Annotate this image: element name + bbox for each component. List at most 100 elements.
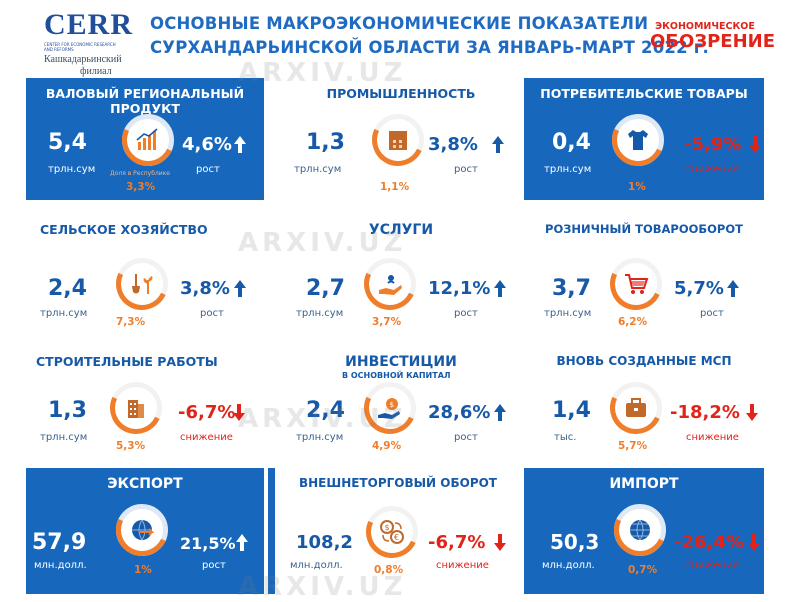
card-title: СЕЛЬСКОЕ ХОЗЯЙСТВО	[40, 222, 208, 237]
icon-ring	[602, 374, 670, 442]
icon-ring	[114, 106, 182, 174]
card-title: ВНОВЬ СОЗДАННЫЕ МСП	[556, 354, 732, 368]
card-share: 1%	[134, 564, 152, 576]
card-pct-label: снижение	[686, 560, 739, 571]
card-share: 0,8%	[374, 564, 404, 576]
globe-arrow-icon	[132, 519, 155, 541]
card-unit: млн.долл.	[290, 560, 343, 571]
card-unit: млн.долл.	[34, 560, 87, 571]
card-pct-label: рост	[454, 308, 478, 319]
card-value: 2,7	[306, 276, 345, 301]
card-pct-label: снижение	[180, 432, 233, 443]
card-value: 1,3	[306, 130, 345, 155]
card-value: 2,4	[48, 276, 87, 301]
card-value: 0,4	[552, 130, 591, 155]
icon-ring	[108, 250, 176, 318]
arrow-stem	[498, 534, 502, 543]
card-share: 3,7%	[372, 316, 402, 328]
card-unit: трлн.сум	[40, 432, 88, 443]
arrow-stem	[498, 412, 502, 421]
arrow-stem	[498, 288, 502, 297]
svg-text:€: €	[394, 533, 399, 542]
building-icon	[128, 400, 144, 418]
arrow-up-icon	[492, 136, 504, 144]
card-investment: ИНВЕСТИЦИИ В ОСНОВНОЙ КАПИТАЛ 2,4 трлн.с…	[288, 346, 514, 458]
card-pct: 12,1%	[428, 278, 491, 299]
briefcase-icon	[626, 398, 646, 417]
icon-ring	[604, 106, 672, 174]
card-pct: -6,7%	[178, 402, 236, 423]
card-agri: СЕЛЬСКОЕ ХОЗЯЙСТВО 2,4 трлн.сум 7,3% 3,8…	[26, 214, 264, 332]
card-title: ВАЛОВЫЙ РЕГИОНАЛЬНЫЙ ПРОДУКТ	[45, 86, 245, 116]
arrow-up-icon	[494, 404, 506, 412]
factory-icon	[389, 131, 407, 150]
card-pct: -5,9%	[684, 134, 742, 155]
card-consumer: ПОТРЕБИТЕЛЬСКИЕ ТОВАРЫ 0,4 трлн.сум 1% -…	[524, 78, 764, 200]
card-share: 6,2%	[618, 316, 648, 328]
icon-ring	[108, 496, 176, 564]
icon-ring	[364, 106, 432, 174]
arrow-stem	[753, 136, 757, 145]
card-value: 57,9	[32, 530, 87, 555]
card-value: 108,2	[296, 532, 353, 553]
card-unit: трлн.сум	[48, 164, 96, 175]
arrow-stem	[750, 404, 754, 413]
card-title: ВНЕШНЕТОРГОВЫЙ ОБОРОТ	[298, 476, 497, 490]
card-export: ЭКСПОРТ 57,9 млн.долл. 1% 21,5% рост	[26, 468, 264, 594]
card-pct-label: рост	[202, 560, 226, 571]
card-unit: трлн.сум	[296, 308, 344, 319]
card-share: 1,1%	[380, 181, 410, 193]
arrow-up-icon	[236, 534, 248, 542]
card-share: 0,7%	[628, 564, 658, 576]
card-value: 1,3	[48, 398, 87, 423]
arrow-down-icon	[494, 543, 506, 551]
card-pct: -26,4%	[674, 532, 744, 553]
logo-branch-line2: филиал	[80, 66, 112, 77]
card-pct: 3,8%	[428, 134, 478, 155]
card-pct: -6,7%	[428, 532, 486, 553]
arrow-stem	[238, 288, 242, 297]
card-share: 1%	[628, 181, 646, 193]
card-pct-label: рост	[200, 308, 224, 319]
header-line1: ОСНОВНЫЕ МАКРОЭКОНОМИЧЕСКИЕ ПОКАЗАТЕЛИ	[150, 14, 649, 33]
logo-tagline: CENTER FOR ECONOMIC RESEARCH AND REFORMS	[44, 42, 116, 52]
badge-line2: ОБОЗРЕНИЕ	[650, 30, 776, 52]
svg-text:$: $	[390, 401, 394, 409]
icon-ring	[602, 250, 670, 318]
card-title: СТРОИТЕЛЬНЫЕ РАБОТЫ	[36, 354, 218, 369]
growth-chart-icon	[136, 128, 158, 150]
logo-branch-line1: Кашкадарьинский	[44, 54, 122, 65]
card-pct: 21,5%	[180, 534, 236, 553]
icon-ring	[102, 374, 170, 442]
card-share: 5,3%	[116, 440, 146, 452]
card-pct-label: снижение	[686, 432, 739, 443]
card-value: 1,4	[552, 398, 591, 423]
card-services: УСЛУГИ 2,7 трлн.сум 3,7% 12,1% рост	[288, 214, 514, 332]
card-retail: РОЗНИЧНЫЙ ТОВАРООБОРОТ 3,7 трлн.сум 6,2%…	[524, 214, 764, 332]
card-share: 5,7%	[618, 440, 648, 452]
card-title: УСЛУГИ	[368, 222, 434, 238]
card-pct: 4,6%	[182, 134, 232, 155]
card-unit: трлн.сум	[40, 308, 88, 319]
currency-exchange-icon: $€	[380, 520, 404, 544]
card-unit: трлн.сум	[294, 164, 342, 175]
icon-ring: $ €	[358, 498, 426, 566]
card-sme: ВНОВЬ СОЗДАННЫЕ МСП 1,4 тыс. 5,7% -18,2%…	[524, 346, 764, 458]
card-pct-label: рост	[454, 432, 478, 443]
card-pct-label: снижение	[436, 560, 489, 571]
arrow-up-icon	[234, 280, 246, 288]
card-pct: 28,6%	[428, 402, 491, 423]
card-share: 4,9%	[372, 440, 402, 452]
arrow-stem	[237, 404, 241, 413]
shovel-plant-icon	[132, 274, 153, 294]
shopping-cart-icon	[625, 274, 649, 294]
card-value: 2,4	[306, 398, 345, 423]
arrow-down-icon	[748, 543, 760, 551]
badge-line1: ЭКОНОМИЧЕСКОЕ	[655, 21, 755, 32]
card-value: 3,7	[552, 276, 591, 301]
card-title: РОЗНИЧНЫЙ ТОВАРООБОРОТ	[545, 222, 743, 236]
watermark: ARXIV.UZ	[238, 228, 407, 258]
card-import: ИМПОРТ 50,3 млн.долл. 0,7% -26,4% снижен…	[524, 468, 764, 594]
publication-badge: ЭКОНОМИЧЕСКОЕ ОБОЗРЕНИЕ	[650, 21, 776, 52]
card-pct-label: рост	[700, 308, 724, 319]
